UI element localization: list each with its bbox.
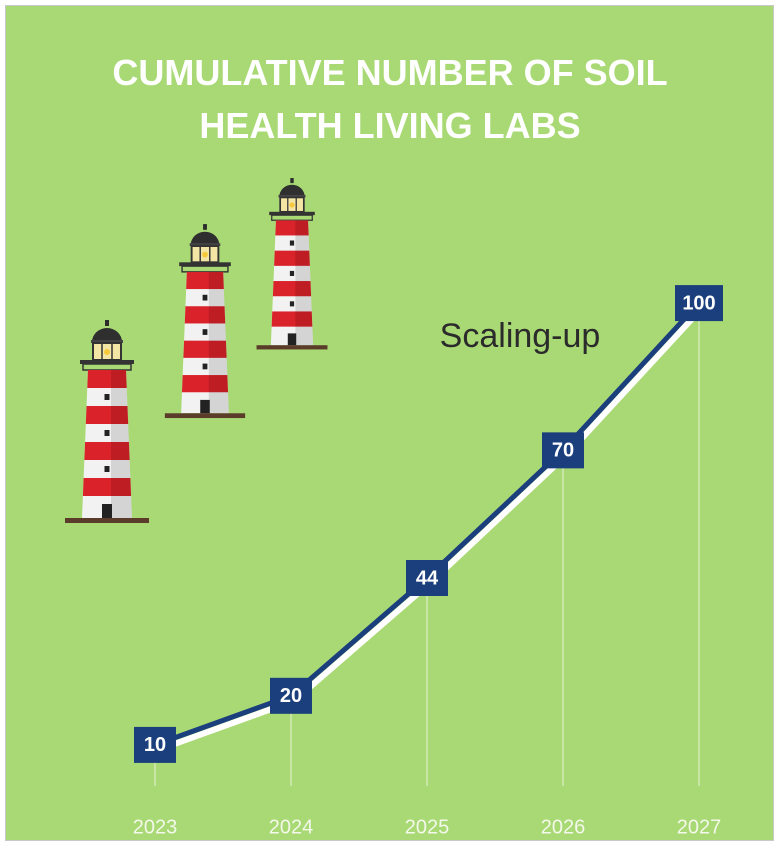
x-tick-label: 2024 xyxy=(269,816,314,838)
x-tick-label: 2023 xyxy=(133,816,178,838)
data-label: 20 xyxy=(280,685,302,707)
lighthouse-icon xyxy=(165,224,245,418)
page: CUMULATIVE NUMBER OF SOIL HEALTH LIVING … xyxy=(0,0,781,841)
x-tick-label: 2027 xyxy=(677,816,722,838)
x-tick-label: 2026 xyxy=(541,816,586,838)
data-label: 44 xyxy=(416,567,439,589)
data-label: 70 xyxy=(552,440,574,462)
lighthouse-icon xyxy=(257,178,328,349)
data-label: 100 xyxy=(682,292,715,314)
line-shadow xyxy=(158,308,702,750)
annotation: Scaling-up xyxy=(440,317,601,355)
x-tick-label: 2025 xyxy=(405,816,450,838)
data-label: 10 xyxy=(144,734,166,756)
lighthouse-icon xyxy=(65,320,149,523)
chart: Scaling-up 10 20 44 70 100 2023 2024 2025 2026 20… xyxy=(0,0,781,841)
